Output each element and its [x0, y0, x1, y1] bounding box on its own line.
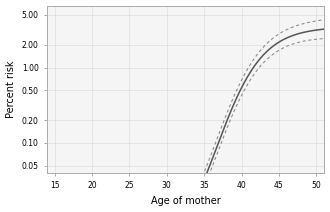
Y-axis label: Percent risk: Percent risk — [6, 61, 16, 118]
X-axis label: Age of mother: Age of mother — [150, 196, 220, 206]
